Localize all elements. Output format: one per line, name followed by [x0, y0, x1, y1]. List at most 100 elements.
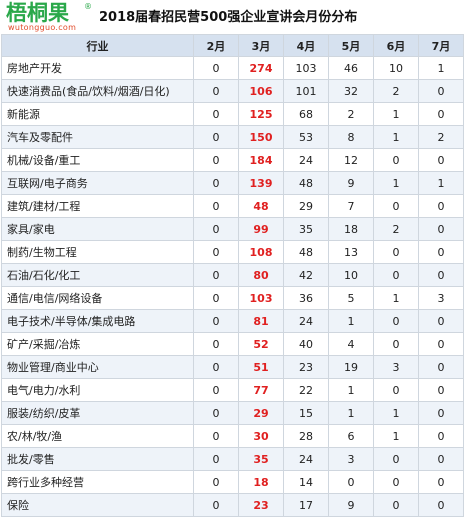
cell-industry: 物业管理/商业中心: [1, 355, 194, 379]
cell-apr: 68: [283, 102, 329, 126]
cell-industry: 家具/家电: [1, 217, 194, 241]
table-row: 房地产开发 0 274 103 46 10 1: [1, 56, 464, 80]
cell-jul: 0: [418, 263, 464, 287]
cell-apr: 24: [283, 447, 329, 471]
cell-may: 18: [328, 217, 374, 241]
cell-industry: 农/林/牧/渔: [1, 424, 194, 448]
table-row: 新能源 0 125 68 2 1 0: [1, 102, 464, 126]
cell-mar: 51: [238, 355, 284, 379]
cell-feb: 0: [193, 263, 239, 287]
table-body: 房地产开发 0 274 103 46 10 1 快速消费品(食品/饮料/烟酒/日化) 0 106 1…: [1, 56, 464, 517]
cell-feb: 0: [193, 125, 239, 149]
cell-industry: 矿产/采掘/冶炼: [1, 332, 194, 356]
cell-may: 10: [328, 263, 374, 287]
cell-mar: 23: [238, 493, 284, 517]
page-title: 2018届春招民营500强企业宣讲会月份分布: [99, 10, 358, 25]
cell-feb: 0: [193, 447, 239, 471]
cell-jun: 2: [373, 217, 419, 241]
cell-jul: 0: [418, 309, 464, 333]
column-header-mar: 3月: [238, 34, 284, 57]
cell-apr: 53: [283, 125, 329, 149]
table-row: 物业管理/商业中心 0 51 23 19 3 0: [1, 355, 464, 379]
cell-mar: 29: [238, 401, 284, 425]
cell-feb: 0: [193, 309, 239, 333]
cell-feb: 0: [193, 332, 239, 356]
cell-may: 4: [328, 332, 374, 356]
cell-apr: 24: [283, 309, 329, 333]
cell-apr: 35: [283, 217, 329, 241]
table-row: 制药/生物工程 0 108 48 13 0 0: [1, 240, 464, 264]
cell-mar: 52: [238, 332, 284, 356]
table-row: 电子技术/半导体/集成电路 0 81 24 1 0 0: [1, 309, 464, 333]
cell-may: 2: [328, 102, 374, 126]
cell-jul: 0: [418, 355, 464, 379]
cell-apr: 103: [283, 56, 329, 80]
cell-mar: 139: [238, 171, 284, 195]
cell-mar: 103: [238, 286, 284, 310]
cell-may: 6: [328, 424, 374, 448]
cell-may: 46: [328, 56, 374, 80]
cell-jun: 2: [373, 79, 419, 103]
table-row: 建筑/建材/工程 0 48 29 7 0 0: [1, 194, 464, 218]
cell-jun: 0: [373, 148, 419, 172]
cell-mar: 108: [238, 240, 284, 264]
cell-jun: 0: [373, 447, 419, 471]
cell-mar: 30: [238, 424, 284, 448]
column-header-may: 5月: [328, 34, 374, 57]
cell-jun: 1: [373, 286, 419, 310]
cell-mar: 18: [238, 470, 284, 494]
cell-feb: 0: [193, 286, 239, 310]
cell-feb: 0: [193, 401, 239, 425]
cell-jun: 10: [373, 56, 419, 80]
cell-jul: 0: [418, 401, 464, 425]
cell-feb: 0: [193, 470, 239, 494]
cell-mar: 106: [238, 79, 284, 103]
cell-may: 7: [328, 194, 374, 218]
cell-jul: 2: [418, 125, 464, 149]
cell-jul: 0: [418, 79, 464, 103]
cell-feb: 0: [193, 79, 239, 103]
cell-mar: 184: [238, 148, 284, 172]
cell-may: 1: [328, 309, 374, 333]
cell-industry: 石油/石化/化工: [1, 263, 194, 287]
cell-mar: 274: [238, 56, 284, 80]
cell-jun: 0: [373, 493, 419, 517]
cell-apr: 24: [283, 148, 329, 172]
table-row: 家具/家电 0 99 35 18 2 0: [1, 217, 464, 241]
cell-jul: 0: [418, 424, 464, 448]
cell-jun: 0: [373, 470, 419, 494]
column-header-jul: 7月: [418, 34, 464, 57]
table-row: 快速消费品(食品/饮料/烟酒/日化) 0 106 101 32 2 0: [1, 79, 464, 103]
table-row: 石油/石化/化工 0 80 42 10 0 0: [1, 263, 464, 287]
cell-may: 1: [328, 378, 374, 402]
cell-industry: 建筑/建材/工程: [1, 194, 194, 218]
cell-industry: 电气/电力/水利: [1, 378, 194, 402]
cell-mar: 77: [238, 378, 284, 402]
table-row: 汽车及零配件 0 150 53 8 1 2: [1, 125, 464, 149]
cell-apr: 48: [283, 240, 329, 264]
cell-may: 1: [328, 401, 374, 425]
cell-feb: 0: [193, 493, 239, 517]
cell-jun: 1: [373, 171, 419, 195]
cell-apr: 29: [283, 194, 329, 218]
cell-jul: 0: [418, 148, 464, 172]
cell-apr: 14: [283, 470, 329, 494]
cell-may: 9: [328, 171, 374, 195]
page-header: 梧桐果 ® wutongguo.com 2018届春招民营500强企业宣讲会月份…: [0, 0, 464, 34]
cell-feb: 0: [193, 240, 239, 264]
cell-mar: 48: [238, 194, 284, 218]
cell-apr: 101: [283, 79, 329, 103]
cell-jul: 0: [418, 470, 464, 494]
cell-apr: 15: [283, 401, 329, 425]
cell-jul: 0: [418, 217, 464, 241]
cell-may: 13: [328, 240, 374, 264]
cell-jul: 3: [418, 286, 464, 310]
column-header-industry: 行业: [1, 34, 194, 57]
cell-jul: 0: [418, 493, 464, 517]
distribution-table: 行业 2月 3月 4月 5月 6月 7月 房地产开发 0 274 103 46 10 1 快速…: [1, 34, 464, 517]
table-row: 机械/设备/重工 0 184 24 12 0 0: [1, 148, 464, 172]
column-header-feb: 2月: [193, 34, 239, 57]
table-header-row: 行业 2月 3月 4月 5月 6月 7月: [1, 34, 464, 57]
cell-jul: 0: [418, 240, 464, 264]
column-header-apr: 4月: [283, 34, 329, 57]
